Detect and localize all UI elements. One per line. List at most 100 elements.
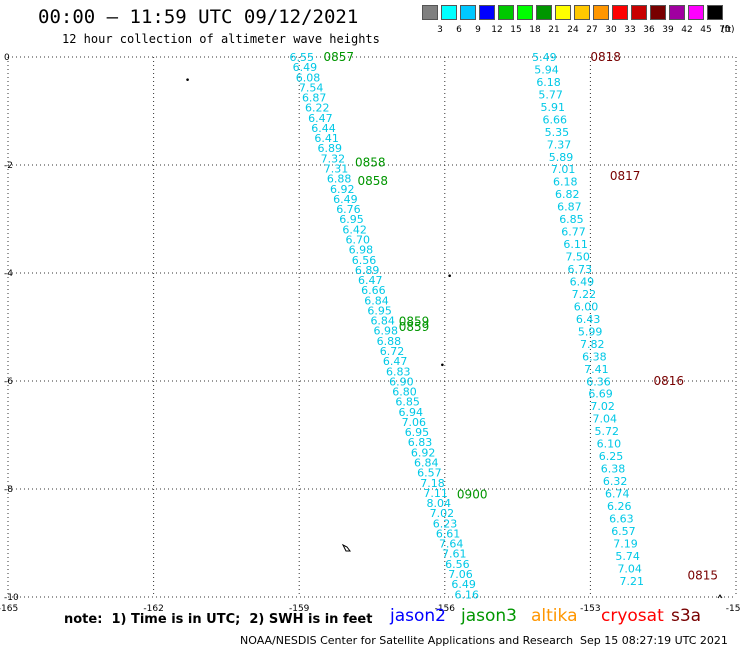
pass-time-label: 0816 <box>653 374 684 388</box>
wave-height-value: 6.56 <box>352 254 377 267</box>
wave-height-value: 6.73 <box>568 263 593 276</box>
scale-label: 33 <box>624 25 636 35</box>
scale-label: 27 <box>586 25 598 35</box>
x-tick-label: -153 <box>580 604 600 614</box>
scale-swatch <box>460 5 476 20</box>
wave-height-value: 6.85 <box>395 396 420 409</box>
satellite-legend-jason3: jason3 <box>461 606 517 626</box>
wave-height-value: 6.22 <box>305 102 330 115</box>
scale-label: 42 <box>681 25 693 35</box>
scale-label: 24 <box>567 25 579 35</box>
island-mark <box>186 78 189 81</box>
wave-height-value: 7.19 <box>613 537 638 550</box>
wave-height-value: 6.26 <box>607 500 632 513</box>
wave-height-value: 6.47 <box>358 274 383 287</box>
wave-height-value: 6.92 <box>330 183 355 196</box>
scale-label: 15 <box>510 25 522 35</box>
wave-height-value: 6.98 <box>374 325 399 338</box>
scale-swatch <box>631 5 647 20</box>
wave-height-value: 7.04 <box>617 562 642 575</box>
credit-text: NOAA/NESDIS Center for Satellite Applica… <box>240 634 574 647</box>
satellite-legend-altika: altika <box>531 606 578 626</box>
wave-height-value: 5.77 <box>538 88 563 101</box>
wave-height-value: 5.89 <box>549 151 574 164</box>
scale-swatch <box>422 5 438 20</box>
wave-height-value: 6.49 <box>333 193 358 206</box>
scale-swatch <box>479 5 495 20</box>
wave-height-value: 7.11 <box>423 487 448 500</box>
scale-swatch <box>688 5 704 20</box>
x-tick-label: -162 <box>143 604 163 614</box>
wave-height-value: 6.85 <box>559 213 584 226</box>
wave-height-value: 6.80 <box>392 386 417 399</box>
wave-height-value: 6.84 <box>364 294 389 307</box>
wave-height-value: 7.37 <box>547 138 572 151</box>
wave-height-value: 6.16 <box>455 588 480 601</box>
wave-height-value: 6.92 <box>411 446 436 459</box>
pass-time-label: 0815 <box>687 568 718 582</box>
wave-height-value: 6.57 <box>417 467 442 480</box>
wave-height-value: 6.49 <box>293 61 318 74</box>
wave-height-value: 6.69 <box>588 388 613 401</box>
wave-height-value: 5.49 <box>532 51 557 64</box>
wave-height-value: 6.88 <box>327 173 352 186</box>
wave-height-value: 6.98 <box>349 244 374 257</box>
pass-time-label: 0859 <box>399 320 430 334</box>
island-mark <box>717 594 723 599</box>
wave-height-value: 6.49 <box>451 578 476 591</box>
wave-height-value: 7.06 <box>402 416 427 429</box>
wave-height-value: 6.23 <box>433 517 458 530</box>
scale-label: 6 <box>456 25 462 35</box>
y-tick-label: -4 <box>4 269 13 279</box>
wave-height-value: 6.95 <box>405 426 430 439</box>
scale-label: 70 <box>719 25 731 35</box>
scale-swatch <box>669 5 685 20</box>
wave-height-value: 6.47 <box>383 355 408 368</box>
y-tick-label: -2 <box>4 161 13 171</box>
scale-swatch <box>441 5 457 20</box>
scale-label: 3 <box>437 25 443 35</box>
wave-height-value: 6.36 <box>586 375 611 388</box>
scale-swatch <box>650 5 666 20</box>
pass-time-label: 0817 <box>610 169 641 183</box>
wave-height-value: 7.18 <box>420 477 445 490</box>
satellite-legend-cryosat: cryosat <box>601 606 664 626</box>
wave-height-value: 6.89 <box>355 264 380 277</box>
pass-time-label: 0859 <box>399 315 430 329</box>
satellite-legend-jason2: jason2 <box>390 606 446 626</box>
wave-height-value: 6.66 <box>361 284 386 297</box>
chart-subtitle: 12 hour collection of altimeter wave hei… <box>62 32 380 46</box>
wave-height-value: 6.00 <box>574 300 599 313</box>
wave-height-value: 7.32 <box>321 152 346 165</box>
wave-height-value: 6.83 <box>386 365 411 378</box>
pass-time-label: 0900 <box>457 487 488 501</box>
wave-height-value: 6.94 <box>398 406 423 419</box>
y-tick-label: -10 <box>4 593 19 603</box>
wave-height-value: 8.04 <box>426 497 451 510</box>
wave-height-value: 6.57 <box>611 525 636 538</box>
wave-height-value: 6.10 <box>597 438 622 451</box>
wave-height-value: 6.95 <box>367 304 392 317</box>
scale-label: 36 <box>643 25 655 35</box>
wave-height-value: 5.91 <box>540 101 565 114</box>
wave-height-value: 6.47 <box>308 112 333 125</box>
scale-swatch <box>574 5 590 20</box>
scale-swatch <box>612 5 628 20</box>
x-tick-label: -159 <box>289 604 310 614</box>
wave-height-value: 6.43 <box>576 313 601 326</box>
wave-height-value: 6.89 <box>318 142 343 155</box>
scale-label: 9 <box>475 25 481 35</box>
scale-swatch <box>593 5 609 20</box>
wave-height-value: 5.72 <box>595 425 620 438</box>
wave-height-value: 6.74 <box>605 488 630 501</box>
wave-height-value: 6.56 <box>445 558 470 571</box>
wave-height-value: 6.44 <box>311 122 336 135</box>
wave-height-value: 5.99 <box>578 325 603 338</box>
scale-label: 18 <box>529 25 541 35</box>
scale-label: 30 <box>605 25 617 35</box>
wave-height-value: 5.35 <box>545 126 570 139</box>
wave-height-value: 6.84 <box>414 457 439 470</box>
wave-height-value: 6.08 <box>296 71 321 84</box>
scale-swatch <box>517 5 533 20</box>
